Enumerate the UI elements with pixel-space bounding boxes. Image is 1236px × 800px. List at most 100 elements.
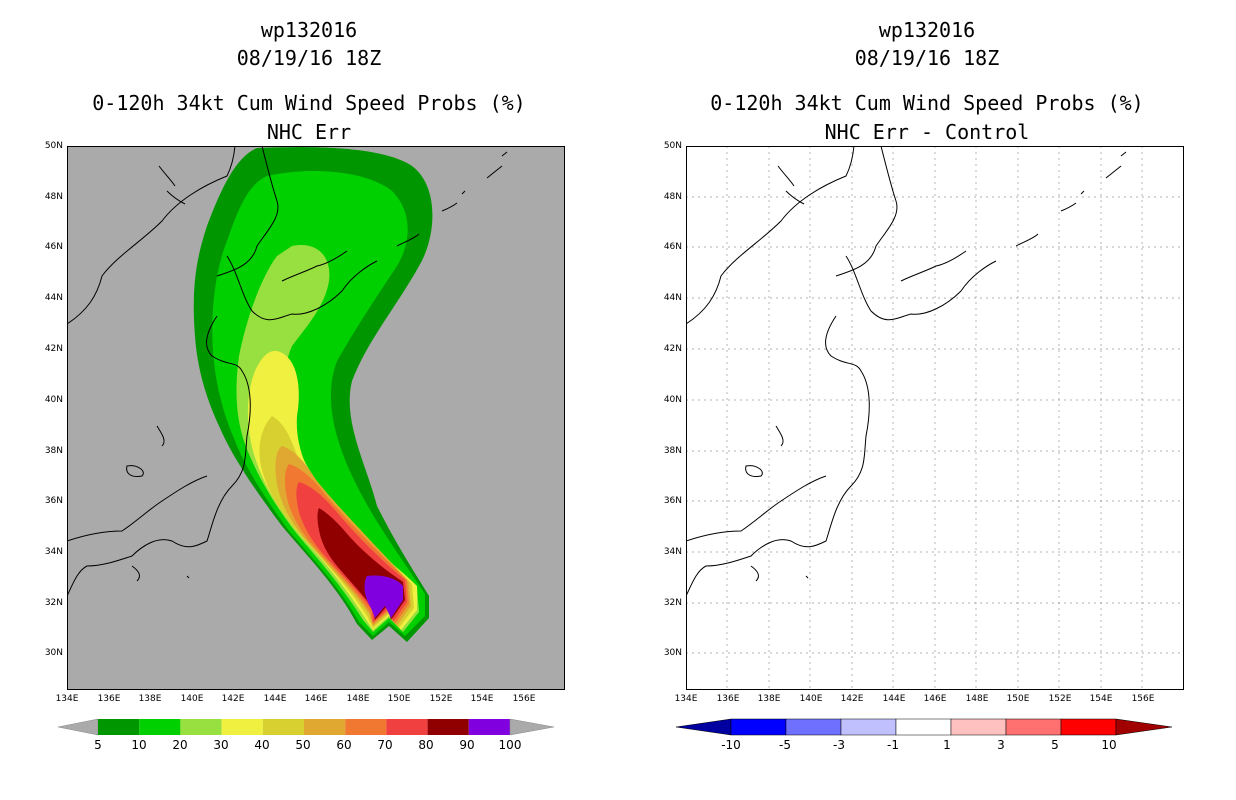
colorbar-swatch [785,718,842,736]
colorbar-label: 3 [997,738,1005,752]
left-panel: wp132016 08/19/16 18Z 0-120h 34kt Cum Wi… [44,18,565,752]
prob-20 [236,245,419,632]
colorbar-under-arrow [676,718,732,736]
difference-map-svg [686,146,1184,690]
lat-label: 36N [663,496,682,506]
lat-label: 44N [663,293,682,303]
probability-map [67,146,565,690]
colorbar-label: 100 [498,738,522,752]
colorbar-label: 90 [459,738,475,752]
colorbar-label: 5 [1051,738,1059,752]
colorbar-label: 5 [94,738,102,752]
colorbar-label: -3 [833,738,845,752]
lat-label: 50N [44,141,63,151]
colorbar-label: 80 [418,738,434,752]
colorbar-label: -1 [887,738,899,752]
difference-colorbar [676,718,1172,736]
colorbar-swatch [840,718,897,736]
lon-label: 150E [387,694,411,704]
lat-label: 30N [44,648,63,658]
lon-label: 156E [1131,694,1155,704]
lat-label: 42N [44,344,63,354]
colorbar-swatch [730,718,787,736]
colorbar-swatch [950,718,1007,736]
lat-label: 32N [663,598,682,608]
storm-id: wp132016 [878,18,976,42]
colorbar-swatch [262,719,304,735]
coastlines [686,146,1127,597]
lon-label: 138E [138,694,162,704]
colorbar-swatch [98,719,140,735]
lon-label: 148E [965,694,989,704]
lon-label: 134E [55,694,79,704]
colorbar-swatch [345,719,387,735]
colorbar-label: 60 [336,738,352,752]
colorbar-label: 70 [377,738,393,752]
lon-label: 140E [799,694,823,704]
colorbar-label: 10 [131,738,147,752]
lon-label: 152E [429,694,453,704]
lon-label: 144E [882,694,906,704]
valid-time: 08/19/16 18Z [236,46,382,70]
lat-label: 42N [663,344,682,354]
lon-label: 156E [512,694,536,704]
lon-label: 154E [470,694,494,704]
lon-label: 134E [674,694,698,704]
lon-label: 144E [263,694,287,704]
valid-time: 08/19/16 18Z [854,46,1000,70]
colorbar-swatch [1005,718,1062,736]
colorbar-label: -5 [779,738,791,752]
lat-label: 44N [44,293,63,303]
lon-label: 150E [1006,694,1030,704]
lon-label: 154E [1089,694,1113,704]
colorbar-swatch [180,719,222,735]
colorbar-swatch [468,719,510,735]
colorbar-swatch [427,719,469,735]
lon-label: 152E [1048,694,1072,704]
subtitle: NHC Err - Control [824,120,1030,144]
lon-label: 138E [757,694,781,704]
lat-label: 40N [663,395,682,405]
colorbar-label: 20 [172,738,188,752]
colorbar-label: 50 [295,738,311,752]
difference-map [686,146,1184,690]
lat-label: 38N [44,446,63,456]
gridlines [686,146,1184,690]
colorbar-swatch [1060,718,1117,736]
product-title: 0-120h 34kt Cum Wind Speed Probs (%) [710,91,1144,115]
colorbar-over-arrow [1115,718,1172,736]
lon-label: 148E [346,694,370,704]
colorbar-over-arrow [509,718,554,736]
lat-label: 46N [44,242,63,252]
lon-label: 146E [304,694,328,704]
lon-label: 142E [221,694,245,704]
lat-label: 38N [663,446,682,456]
colorbar-swatch [386,719,428,735]
colorbar-label: -10 [721,738,741,752]
product-title: 0-120h 34kt Cum Wind Speed Probs (%) [92,91,526,115]
colorbar-swatch [895,718,952,736]
lat-label: 36N [44,496,63,506]
probability-colorbar [58,718,554,736]
coastlines [67,146,508,597]
lat-label: 48N [44,192,63,202]
lon-label: 136E [97,694,121,704]
lon-label: 142E [840,694,864,704]
lat-label: 34N [663,547,682,557]
colorbar-swatch [139,719,181,735]
storm-id: wp132016 [260,18,358,42]
colorbar-label: 30 [213,738,229,752]
colorbar-swatch [221,719,263,735]
lat-label: 48N [663,192,682,202]
lon-label: 140E [180,694,204,704]
subtitle: NHC Err [266,120,352,144]
lat-label: 50N [663,141,682,151]
colorbar-label: 10 [1101,738,1117,752]
prob-90 [364,575,403,618]
colorbar-label: 40 [254,738,270,752]
colorbar-label: 1 [943,738,951,752]
lat-label: 34N [44,547,63,557]
lat-label: 30N [663,648,682,658]
lat-label: 46N [663,242,682,252]
lon-label: 136E [716,694,740,704]
